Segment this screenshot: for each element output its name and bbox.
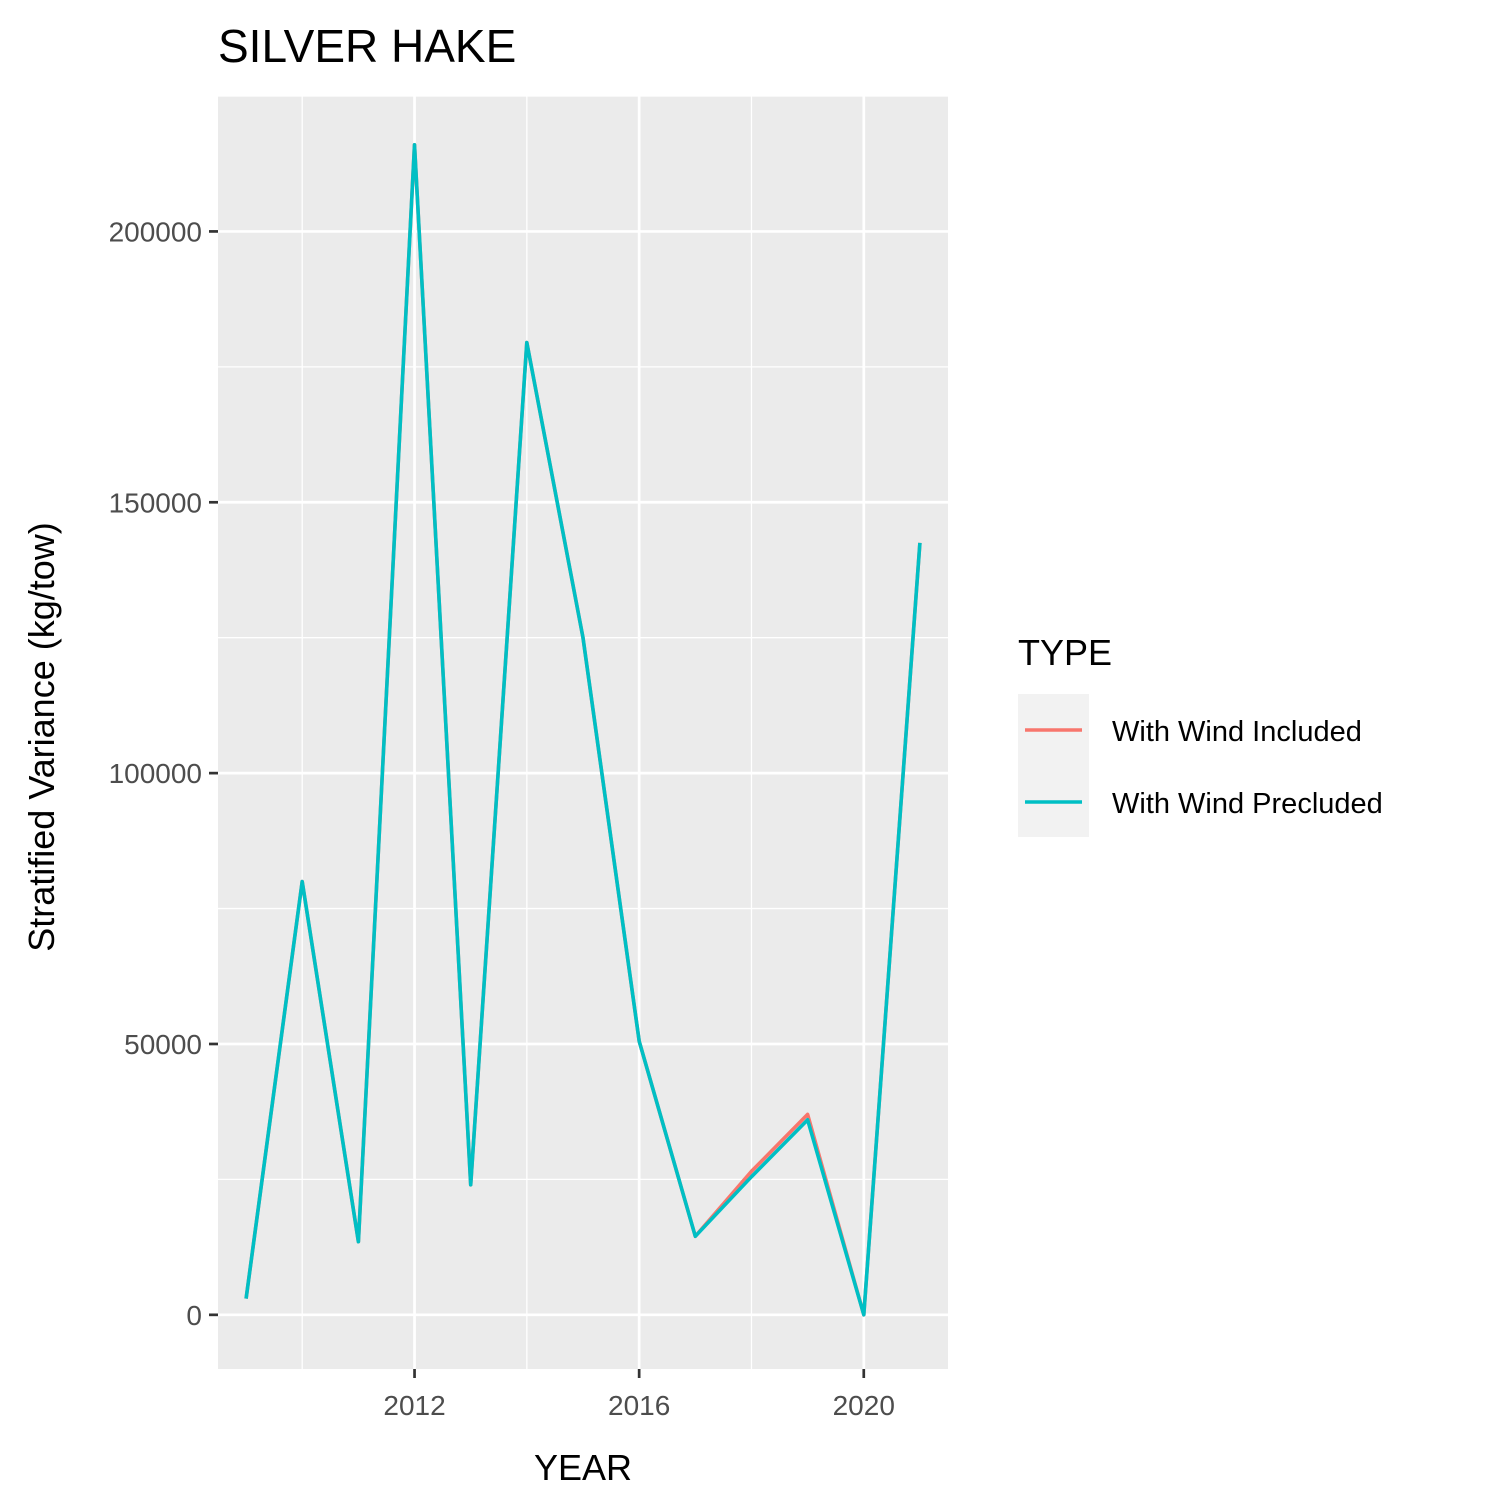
- y-tick-label: 200000: [109, 216, 202, 247]
- y-tick-label: 150000: [109, 487, 202, 518]
- series-lines: [244, 143, 922, 1317]
- y-tick-label: 50000: [124, 1029, 202, 1060]
- x-axis: 2012 2016 2020: [383, 1369, 895, 1421]
- x-tick-label: 2012: [383, 1390, 445, 1421]
- series-line-2: [244, 143, 922, 1317]
- y-tick-label: 100000: [109, 758, 202, 789]
- legend-label-1: With Wind Included: [1112, 716, 1362, 748]
- legend: TYPE With Wind Included With Wind Preclud…: [1018, 632, 1383, 837]
- y-axis-title: Stratified Variance (kg/tow): [21, 522, 62, 952]
- x-tick-label: 2016: [608, 1390, 670, 1421]
- x-tick-label: 2020: [833, 1390, 895, 1421]
- legend-title: TYPE: [1018, 632, 1112, 673]
- x-axis-title: YEAR: [534, 1447, 632, 1488]
- y-tick-label: 0: [186, 1300, 202, 1331]
- plot-panel: [218, 96, 948, 1369]
- major-gridlines: [218, 96, 948, 1369]
- legend-label-2: With Wind Precluded: [1112, 788, 1383, 820]
- y-axis: 0 50000 100000 150000 200000: [109, 216, 218, 1331]
- legend-key-background: [1018, 694, 1089, 837]
- chart-title: SILVER HAKE: [218, 20, 516, 72]
